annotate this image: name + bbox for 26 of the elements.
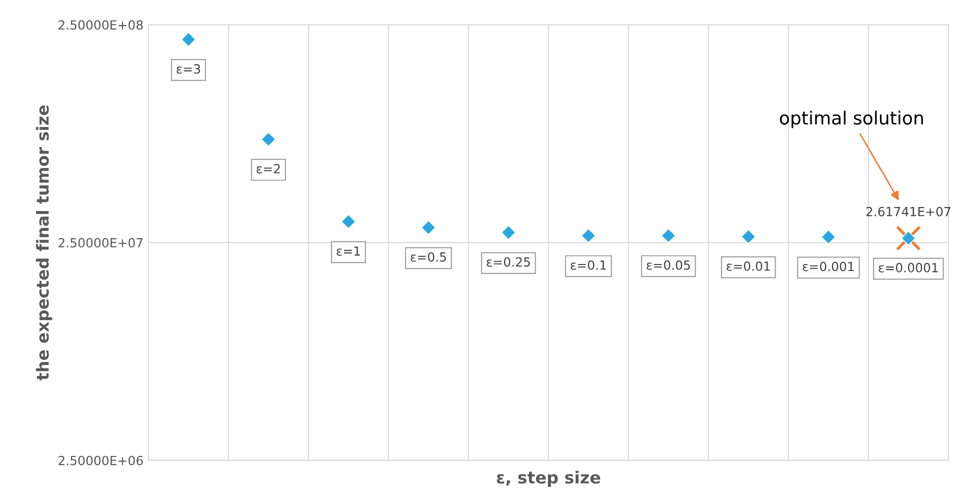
annotation: ε=3 xyxy=(176,64,200,74)
point xyxy=(741,229,756,244)
point xyxy=(261,132,276,147)
annotation: ε=0.0001 xyxy=(878,262,938,272)
point xyxy=(421,220,436,235)
annotation: ε=0.1 xyxy=(570,260,606,270)
annotation: ε=1 xyxy=(336,246,360,256)
point xyxy=(341,214,356,229)
annotation: ε=0.01 xyxy=(726,261,770,271)
annotation: ε=0.5 xyxy=(410,252,446,262)
y-tick-label: 2.50000E+08 xyxy=(58,20,143,30)
y-axis-title: the expected final tumor size xyxy=(36,105,52,380)
point xyxy=(581,228,596,243)
annotation: optimal solution xyxy=(780,110,923,128)
point xyxy=(821,230,836,244)
y-tick-label: 2.50000E+06 xyxy=(58,456,143,466)
point xyxy=(501,225,516,240)
x-axis-title: ε, step size xyxy=(496,470,600,487)
y-tick-label: 2.50000E+07 xyxy=(58,238,143,248)
data-label: 2.61741E+07 xyxy=(866,206,950,216)
point xyxy=(181,32,196,47)
annotation: ε=0.05 xyxy=(646,260,690,270)
annotation: ε=0.25 xyxy=(486,257,530,267)
annotation: ε=0.001 xyxy=(802,262,854,272)
annotation: ε=2 xyxy=(256,164,280,174)
point xyxy=(661,228,676,243)
